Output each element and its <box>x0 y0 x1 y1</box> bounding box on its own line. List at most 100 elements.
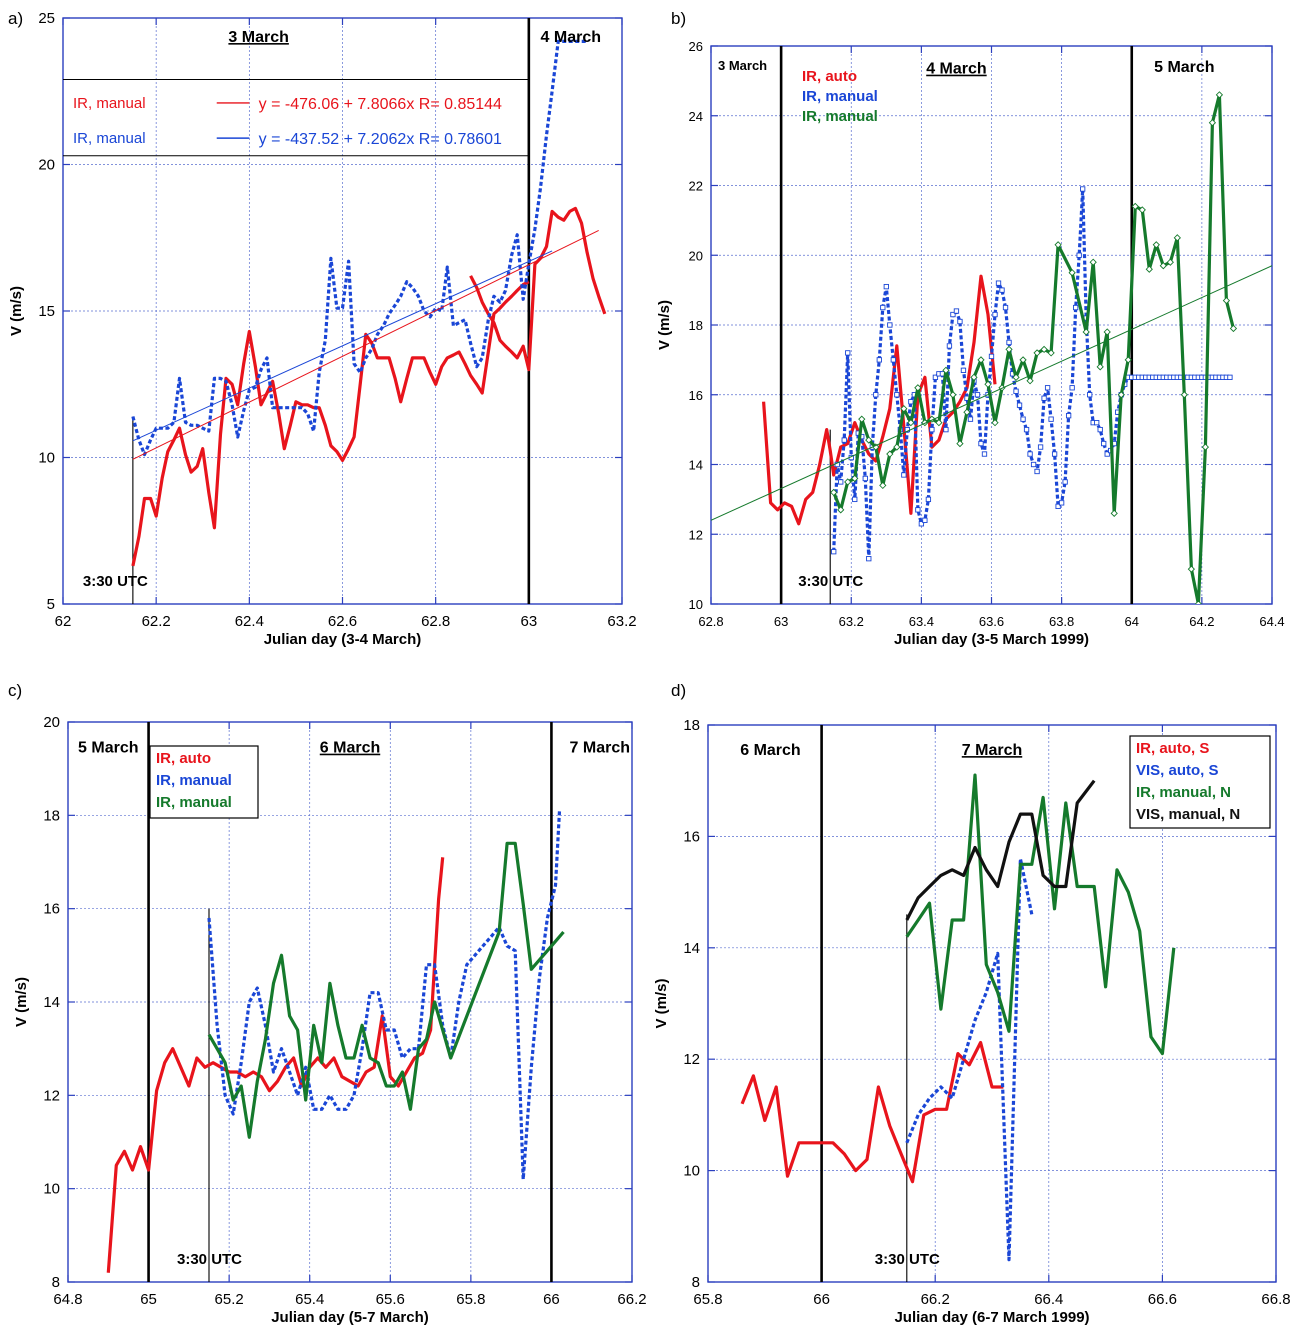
y-tick-label: 5 <box>47 596 55 613</box>
data-point <box>1047 349 1055 357</box>
marker-label: 3:30 UTC <box>177 1251 242 1268</box>
y-axis-label: V (m/s) <box>656 300 673 350</box>
data-point <box>907 419 915 427</box>
x-tick-label: 64.8 <box>53 1291 82 1308</box>
data-point <box>942 366 950 374</box>
data-point <box>1006 339 1012 346</box>
y-tick-label: 16 <box>43 901 60 918</box>
data-point <box>967 416 974 422</box>
x-tick-label: 66.4 <box>1034 1291 1063 1308</box>
y-tick-label: 16 <box>689 388 703 403</box>
data-point <box>1215 91 1224 99</box>
series-line-2 <box>207 810 562 1181</box>
data-point <box>837 506 845 514</box>
y-tick-label: 10 <box>38 450 55 467</box>
fit-legend-label: IR, manual <box>73 130 146 147</box>
data-point <box>866 556 872 562</box>
marker-label: 3:30 UTC <box>83 573 148 590</box>
legend-entry: VIS, auto, S <box>1136 762 1219 779</box>
x-tick-label: 64 <box>1125 614 1139 629</box>
data-point <box>1033 349 1041 357</box>
data-point <box>988 353 995 360</box>
x-tick-label: 66.8 <box>1261 1291 1290 1308</box>
y-axis-label: V (m/s) <box>8 286 25 336</box>
y-tick-label: 8 <box>52 1274 60 1291</box>
data-point <box>831 549 837 555</box>
data-point <box>900 405 908 413</box>
y-tick-label: 20 <box>689 248 703 263</box>
data-point <box>1055 503 1061 509</box>
data-point <box>1034 468 1040 475</box>
y-tick-label: 14 <box>683 940 700 957</box>
y-tick-label: 12 <box>683 1051 700 1068</box>
x-tick-label: 62 <box>55 613 72 630</box>
x-tick-label: 63.2 <box>607 613 636 630</box>
data-point <box>1076 252 1082 258</box>
data-point <box>841 437 847 443</box>
series-line-3 <box>905 773 1176 1056</box>
y-tick-label: 15 <box>38 303 55 320</box>
x-tick-label: 64.4 <box>1259 614 1284 629</box>
day-label: 7 March <box>570 740 630 757</box>
plot-area <box>711 46 1272 604</box>
x-tick-label: 63.6 <box>979 614 1004 629</box>
data-point <box>880 304 886 311</box>
legend-box <box>1129 735 1271 829</box>
data-point <box>883 283 889 290</box>
data-point <box>1096 363 1104 371</box>
legend-entry: VIS, manual, N <box>1136 806 1240 823</box>
y-tick-label: 18 <box>43 807 60 824</box>
x-tick-label: 65.8 <box>456 1291 485 1308</box>
y-tick-label: 20 <box>43 714 60 731</box>
data-point <box>901 472 907 478</box>
data-point <box>981 451 988 457</box>
data-point <box>1089 258 1097 266</box>
data-point <box>852 496 858 503</box>
plot-frame <box>707 724 1277 1283</box>
data-point <box>1173 234 1181 242</box>
fit-legend-label: IR, manual <box>73 95 146 112</box>
y-tick-label: 26 <box>689 39 703 54</box>
data-point <box>1138 206 1146 214</box>
plot-area <box>131 18 607 604</box>
day-label: 3 March <box>718 58 767 73</box>
plot-area <box>106 722 565 1282</box>
data-point <box>949 391 957 399</box>
y-tick-label: 24 <box>689 109 703 124</box>
x-tick-label: 63 <box>774 614 788 629</box>
plot-area <box>740 725 1176 1282</box>
fit-line <box>711 265 1272 521</box>
data-point <box>1030 461 1037 468</box>
data-point <box>932 374 939 380</box>
data-point <box>1152 241 1160 249</box>
data-point <box>970 373 978 381</box>
data-point <box>963 408 971 416</box>
y-tick-label: 12 <box>689 527 703 542</box>
data-point <box>1222 296 1231 305</box>
data-point <box>957 318 963 325</box>
data-point <box>1087 392 1093 398</box>
data-point <box>977 356 985 364</box>
y-tick-label: 20 <box>38 157 55 174</box>
panel-label: b) <box>671 9 686 28</box>
data-point <box>1110 509 1118 517</box>
data-point <box>1058 500 1065 506</box>
y-axis-label: V (m/s) <box>653 978 670 1028</box>
data-point <box>915 507 921 513</box>
x-tick-label: 65.8 <box>693 1291 722 1308</box>
legend-entry: IR, manual <box>802 108 878 125</box>
y-tick-label: 25 <box>38 10 55 27</box>
data-point <box>1097 426 1103 433</box>
x-tick-label: 66.6 <box>1148 1291 1177 1308</box>
x-axis-label: Julian day (6-7 March 1999) <box>894 1309 1089 1326</box>
legend-entry: IR, auto <box>156 750 211 767</box>
data-point <box>876 357 882 363</box>
x-axis-label: Julian day (3-5 March 1999) <box>894 631 1089 648</box>
x-tick-label: 62.8 <box>421 613 450 630</box>
data-point <box>960 367 967 373</box>
day-label: 4 March <box>541 29 601 46</box>
panel-label: d) <box>671 681 686 700</box>
data-point <box>830 488 838 497</box>
data-point <box>838 479 844 485</box>
x-tick-label: 65.6 <box>376 1291 405 1308</box>
